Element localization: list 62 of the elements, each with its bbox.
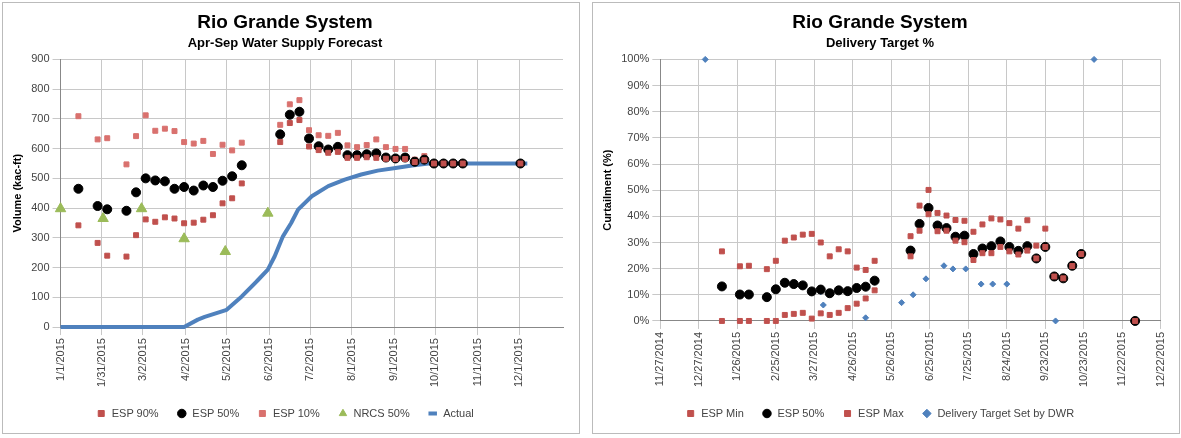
x-tick-label: 7/2/2015 [303, 338, 316, 381]
y-tick-label: 800 [31, 82, 50, 95]
y-tick-label: 50% [627, 183, 650, 196]
y-tick-label: 60% [627, 157, 650, 170]
legend-label: ESP 10% [272, 406, 320, 419]
x-tick-label: 6/25/2015 [922, 331, 935, 381]
legend-label: Delivery Target Set by DWR [937, 406, 1075, 419]
x-tick-label: 10/1/2015 [428, 338, 441, 387]
y-tick-label: 900 [31, 52, 50, 65]
x-tick-label: 11/27/2014 [653, 331, 666, 387]
x-tick-label: 4/26/2015 [845, 331, 858, 381]
y-tick-label: 20% [627, 261, 650, 274]
y-tick-label: 600 [31, 141, 50, 154]
y-tick-label: 200 [31, 260, 50, 273]
chart-title: Rio Grande System [197, 10, 373, 32]
y-tick-label: 90% [627, 78, 650, 91]
x-tick-label: 2/25/2015 [768, 331, 781, 381]
legend-label: ESP 50% [192, 406, 240, 419]
legend-label: ESP Max [858, 406, 905, 419]
x-tick-label: 3/27/2015 [807, 331, 820, 381]
legend-label: ESP 50% [777, 406, 825, 419]
x-tick-label: 12/27/2014 [691, 331, 704, 388]
y-tick-label: 0 [43, 320, 50, 333]
y-tick-label: 80% [627, 104, 650, 117]
y-tick-label: 300 [31, 230, 50, 243]
y-tick-label: 700 [31, 111, 50, 124]
x-tick-label: 1/1/2015 [53, 338, 66, 381]
legend-label: Actual [443, 406, 474, 419]
x-tick-label: 12/1/2015 [512, 338, 525, 387]
y-axis-title: Curtailment (%) [600, 149, 613, 231]
x-tick-label: 9/23/2015 [1038, 331, 1051, 381]
y-tick-label: 0% [633, 313, 650, 326]
x-tick-label: 5/26/2015 [884, 331, 897, 381]
y-tick-label: 500 [31, 171, 50, 184]
x-tick-label: 9/1/2015 [387, 338, 400, 381]
x-tick-label: 11/1/2015 [470, 338, 483, 387]
y-tick-label: 400 [31, 201, 50, 214]
x-tick-label: 8/1/2015 [344, 338, 357, 381]
y-tick-label: 40% [627, 209, 650, 222]
x-tick-label: 10/23/2015 [1076, 331, 1089, 388]
y-tick-label: 30% [627, 235, 650, 248]
chart-title: Rio Grande System [792, 10, 968, 32]
x-tick-label: 1/31/2015 [94, 338, 107, 387]
y-tick-label: 10% [627, 287, 650, 300]
y-axis-title: Volume (kac-ft) [10, 153, 23, 233]
x-tick-label: 4/2/2015 [178, 338, 191, 381]
legend-label: ESP 90% [111, 406, 159, 419]
y-tick-label: 100 [31, 290, 50, 303]
x-tick-label: 1/26/2015 [730, 331, 743, 381]
x-tick-label: 3/2/2015 [135, 338, 148, 381]
chart-subtitle: Delivery Target % [825, 35, 935, 51]
x-tick-label: 8/24/2015 [999, 331, 1012, 381]
x-tick-label: 12/22/2015 [1153, 331, 1166, 388]
x-tick-label: 11/22/2015 [1115, 331, 1128, 387]
x-tick-label: 5/2/2015 [219, 338, 232, 381]
legend-label: ESP Min [701, 406, 744, 419]
legend-label: NRCS 50% [353, 406, 410, 419]
chart-subtitle: Apr-Sep Water Supply Forecast [187, 35, 383, 51]
x-tick-label: 6/2/2015 [262, 338, 275, 381]
y-tick-label: 100% [621, 52, 650, 65]
x-tick-label: 7/25/2015 [961, 331, 974, 381]
y-tick-label: 70% [627, 130, 650, 143]
